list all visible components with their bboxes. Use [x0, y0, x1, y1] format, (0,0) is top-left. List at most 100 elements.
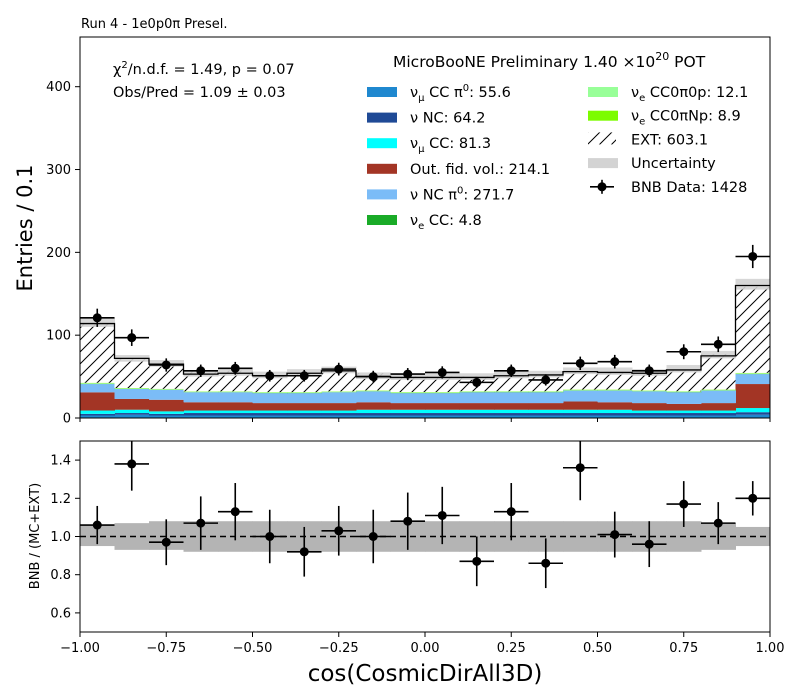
- nu_nc-bar: [80, 413, 115, 416]
- uncertainty-band-bin: [597, 367, 633, 375]
- out_fid-bar: [735, 384, 770, 409]
- nu_nc-bar: [114, 413, 150, 415]
- nu_nc-bar: [701, 413, 736, 416]
- out_fid-bar: [149, 399, 184, 412]
- legend-swatch-ext: [588, 132, 616, 145]
- numu_cc_pi0-bar: [356, 415, 391, 418]
- ratio-point: [748, 493, 758, 503]
- numu_cc_pi0-bar: [735, 414, 770, 418]
- nue_cc0p-bar: [735, 373, 770, 374]
- numu_cc-bar: [494, 409, 529, 414]
- data-point: [506, 366, 516, 376]
- out_fid-bar: [390, 403, 426, 410]
- ratio-x-tick-label: 0.00: [411, 641, 440, 656]
- ratio-x-axis: −1.00 −0.75 −0.50 −0.25 0.00 0.25 0.50 0.75 1.00: [60, 632, 784, 656]
- ext-bar: [597, 372, 632, 390]
- numu_cc-bar: [563, 409, 598, 414]
- numu_cc_pi0-bar: [632, 415, 667, 418]
- nu_nc-bar: [666, 413, 702, 416]
- ratio-point: [644, 539, 654, 549]
- uncertainty-band-bin: [701, 350, 736, 359]
- out_fid-bar: [80, 392, 115, 411]
- out_fid-bar: [114, 398, 150, 410]
- data-point: [679, 347, 689, 357]
- nu_nc_pi0-bar: [114, 389, 150, 399]
- numu_cc_pi0-bar: [425, 415, 460, 418]
- out_fid-bar: [494, 403, 529, 410]
- out_fid-bar: [597, 402, 633, 410]
- out_fid-bar: [356, 402, 391, 410]
- numu_cc-bar: [218, 410, 253, 414]
- nu_nc-bar: [735, 412, 770, 415]
- nu_nc_pi0-bar: [80, 384, 115, 393]
- ratio-x-tick-label: −0.50: [233, 641, 273, 656]
- ratio-x-tick-label: −0.75: [146, 641, 186, 656]
- ext-bar: [390, 376, 425, 393]
- numu_cc-bar: [701, 410, 736, 414]
- uncertainty-band-bin: [735, 278, 770, 290]
- main-y-tick-label: 300: [46, 163, 71, 178]
- data-point: [368, 372, 378, 382]
- out_fid-bar: [459, 403, 495, 410]
- nu_nc_pi0-bar: [390, 393, 426, 404]
- numu_cc_pi0-bar: [114, 414, 150, 418]
- ratio-data-points: [80, 441, 770, 589]
- ext-bar: [321, 370, 356, 392]
- numu_cc_pi0-bar: [252, 415, 288, 418]
- data-point: [575, 358, 585, 368]
- uncertainty-band-bin: [528, 370, 564, 378]
- data-point: [644, 366, 654, 376]
- legend-label-nue_cc: νe CC: 4.8: [410, 213, 482, 232]
- nu_nc_pi0-bar: [528, 392, 564, 404]
- numu_cc_pi0-bar: [528, 415, 564, 418]
- legend-swatch-nu_nc: [367, 112, 397, 123]
- numu_cc_pi0-bar: [390, 415, 426, 418]
- numu_cc_pi0-bar: [183, 415, 219, 418]
- legend-swatch-data-marker: [597, 182, 607, 192]
- ratio-point: [610, 530, 620, 540]
- ratio-point: [265, 532, 275, 541]
- ext-bar: [252, 374, 287, 393]
- out_fid-bar: [425, 403, 460, 410]
- nu_nc_pi0-bar: [321, 392, 357, 404]
- ratio-point: [161, 537, 171, 547]
- numu_cc-bar: [425, 409, 460, 414]
- out_fid-bar: [632, 403, 667, 411]
- legend-swatch-uncertainty: [588, 158, 618, 169]
- numu_cc_pi0-bar: [218, 415, 253, 418]
- ratio-point: [127, 459, 137, 469]
- main-y-tick-label: 100: [46, 329, 71, 344]
- run-label: Run 4 - 1e0p0π Presel.: [81, 17, 228, 32]
- main-y-tick-label: 200: [46, 246, 71, 261]
- obs-pred-text: Obs/Pred = 1.09 ± 0.03: [113, 85, 286, 101]
- nu_nc-bar: [459, 413, 495, 416]
- data-point: [92, 313, 102, 323]
- nu_nc_pi0-bar: [356, 391, 391, 403]
- out_fid-bar: [252, 403, 288, 411]
- data-point: [541, 375, 551, 385]
- nu_nc-bar: [528, 413, 564, 416]
- numu_cc_pi0-bar: [666, 415, 702, 418]
- legend-swatch-nue_ccNp: [588, 110, 618, 121]
- uncertainty-band-bin: [666, 364, 702, 373]
- data-point: [472, 377, 482, 387]
- numu_cc-bar: [528, 409, 564, 414]
- ext-bar: [425, 376, 460, 393]
- main-y-tick-label: 0: [63, 412, 71, 427]
- out_fid-bar: [528, 403, 564, 410]
- legend-label-uncertainty: Uncertainty: [631, 156, 716, 172]
- out_fid-bar: [666, 403, 702, 411]
- numu_cc-bar: [666, 410, 702, 414]
- ratio-x-tick-label: −1.00: [60, 641, 100, 656]
- legend-label-nu_nc_pi0: ν NC π0: 271.7: [410, 185, 514, 203]
- numu_cc_pi0-bar: [149, 415, 184, 418]
- mc-total-line: [80, 284, 770, 379]
- data-point: [127, 333, 137, 343]
- ext-bar: [494, 375, 529, 392]
- uncertainty-band-bin: [459, 373, 495, 380]
- main-y-tick-label: 400: [46, 80, 71, 95]
- ratio-point: [196, 518, 206, 528]
- legend-label-nue_ccNp: νe CC0πNp: 8.9: [631, 109, 741, 128]
- legend-swatch-nu_nc_pi0: [367, 189, 397, 200]
